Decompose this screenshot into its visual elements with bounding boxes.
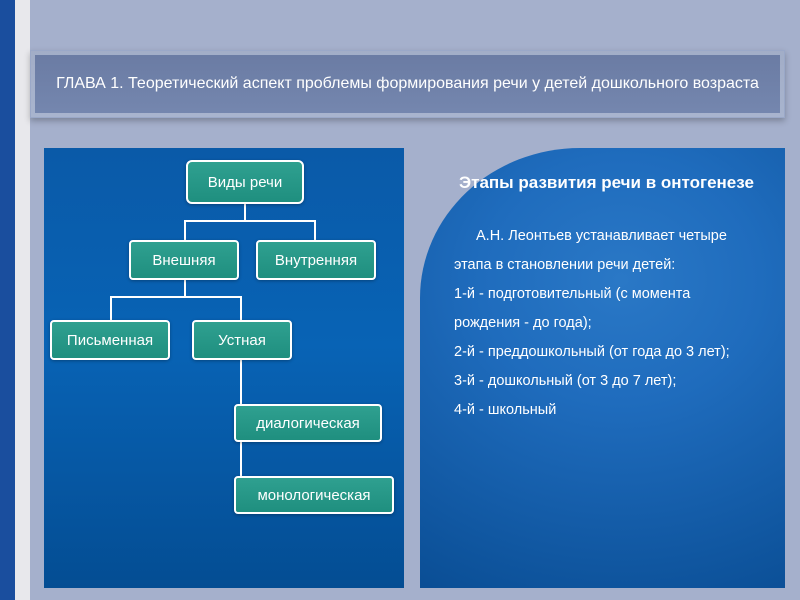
stages-intro: А.Н. Леонтьев устанавливает четыре этапа… bbox=[454, 222, 759, 280]
node-label: Внешняя bbox=[152, 252, 215, 269]
node-label: Внутренняя bbox=[275, 252, 357, 269]
stage-item: 3-й - дошкольный (от 3 до 7 лет); bbox=[454, 367, 759, 396]
conn-to-writ bbox=[110, 296, 112, 320]
stages-body: А.Н. Леонтьев устанавливает четыре этапа… bbox=[454, 222, 759, 425]
node-internal: Внутренняя bbox=[256, 240, 376, 280]
conn-ext-stem bbox=[184, 280, 186, 296]
node-written: Письменная bbox=[50, 320, 170, 360]
node-monologic: монологическая bbox=[234, 476, 394, 514]
stage-item: 2-й - преддошкольный (от года до 3 лет); bbox=[454, 338, 759, 367]
node-dialogic: диалогическая bbox=[234, 404, 382, 442]
conn-root-stem bbox=[244, 204, 246, 220]
stage-item: 4-й - школьный bbox=[454, 396, 759, 425]
conn-ext-bar bbox=[110, 296, 242, 298]
conn-to-oral bbox=[240, 296, 242, 320]
node-label: Устная bbox=[218, 332, 266, 349]
node-label: диалогическая bbox=[256, 415, 360, 432]
chapter-title: ГЛАВА 1. Теоретический аспект проблемы ф… bbox=[56, 75, 759, 93]
node-label: Виды речи bbox=[208, 174, 282, 191]
stages-title: Этапы развития речи в онтогенезе bbox=[454, 172, 759, 194]
node-label: монологическая bbox=[257, 487, 370, 504]
node-root: Виды речи bbox=[186, 160, 304, 204]
text-panel: Этапы развития речи в онтогенезе А.Н. Ле… bbox=[420, 148, 785, 588]
conn-root-bar bbox=[184, 220, 316, 222]
side-stripe bbox=[0, 0, 30, 600]
node-oral: Устная bbox=[192, 320, 292, 360]
conn-to-ext bbox=[184, 220, 186, 240]
node-label: Письменная bbox=[67, 332, 153, 349]
chapter-header: ГЛАВА 1. Теоретический аспект проблемы ф… bbox=[30, 50, 785, 118]
conn-to-int bbox=[314, 220, 316, 240]
tree-panel: Виды речи Внешняя Внутренняя Письменная … bbox=[44, 148, 404, 588]
node-external: Внешняя bbox=[129, 240, 239, 280]
stage-item: 1-й - подготовительный (с момента рожден… bbox=[454, 280, 759, 338]
